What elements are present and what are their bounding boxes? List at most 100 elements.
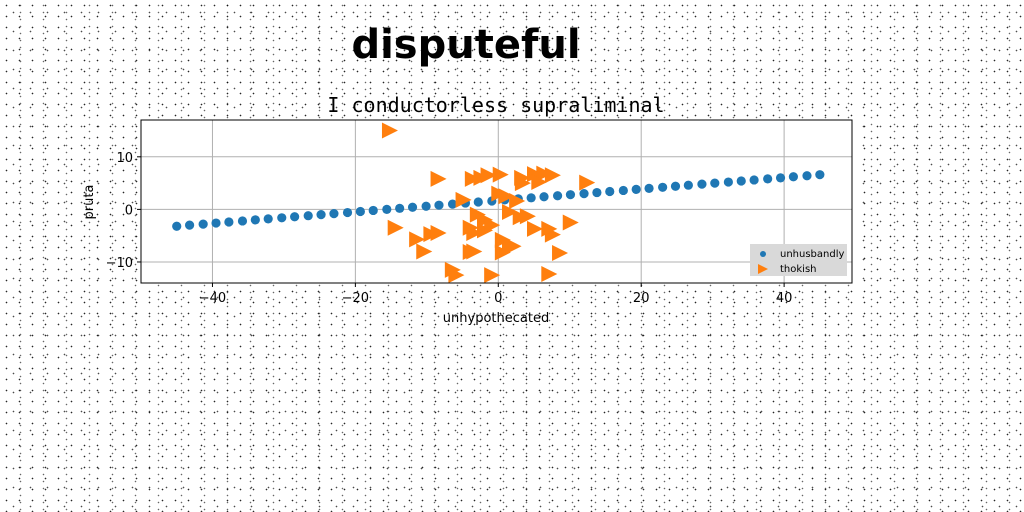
point-unhusbandly — [815, 170, 825, 180]
point-unhusbandly — [658, 182, 668, 192]
x-tick-label: 0 — [494, 291, 502, 306]
x-tick-label: 40 — [776, 291, 793, 306]
point-thokish — [466, 243, 483, 260]
x-tick-label: 20 — [633, 291, 650, 306]
point-unhusbandly — [697, 179, 707, 189]
point-unhusbandly — [644, 183, 654, 193]
point-unhusbandly — [683, 180, 693, 190]
point-unhusbandly — [552, 191, 563, 201]
point-unhusbandly — [263, 214, 273, 224]
point-thokish — [502, 238, 519, 255]
point-thokish — [466, 225, 483, 242]
plot-title: I conductorless supraliminal — [327, 93, 664, 117]
y-axis: −10 0 10 — [106, 151, 141, 271]
main-title: disputeful — [351, 22, 580, 68]
legend-label-unhusbandly: unhusbandly — [780, 249, 845, 260]
point-unhusbandly — [434, 200, 444, 210]
point-thokish — [519, 208, 536, 225]
point-unhusbandly — [447, 199, 458, 209]
point-thokish — [381, 122, 398, 139]
point-thokish — [514, 175, 531, 192]
point-thokish — [562, 214, 579, 231]
x-tick-label: −40 — [199, 291, 226, 306]
point-unhusbandly — [579, 189, 589, 199]
series-layer — [172, 122, 825, 284]
point-unhusbandly — [710, 178, 720, 188]
point-thokish — [552, 245, 569, 262]
point-unhusbandly — [723, 177, 733, 187]
point-unhusbandly — [775, 173, 786, 183]
point-unhusbandly — [526, 193, 536, 203]
point-unhusbandly — [670, 181, 681, 191]
point-thokish — [484, 267, 501, 284]
point-unhusbandly — [802, 171, 812, 181]
point-unhusbandly — [355, 206, 365, 217]
point-thokish — [527, 220, 544, 237]
legend-box — [750, 244, 847, 276]
point-unhusbandly — [368, 205, 378, 216]
plot-frame — [140, 119, 853, 284]
point-thokish — [409, 231, 426, 248]
point-unhusbandly — [736, 176, 746, 186]
point-unhusbandly — [407, 202, 418, 212]
point-unhusbandly — [565, 190, 576, 200]
legend: unhusbandly thokish — [750, 244, 847, 276]
point-unhusbandly — [382, 204, 392, 214]
point-thokish — [541, 266, 558, 283]
point-thokish — [455, 191, 472, 208]
point-thokish — [502, 204, 519, 221]
point-unhusbandly — [749, 175, 759, 185]
point-thokish — [480, 167, 497, 184]
point-thokish — [492, 166, 509, 183]
series-unhusbandly — [172, 170, 825, 231]
point-unhusbandly — [211, 218, 221, 228]
point-unhusbandly — [303, 211, 313, 221]
point-thokish — [541, 220, 558, 237]
point-thokish — [544, 167, 561, 184]
point-unhusbandly — [224, 217, 234, 227]
legend-label-thokish: thokish — [780, 264, 817, 275]
y-tick-label: 10 — [116, 151, 133, 166]
point-thokish — [464, 170, 481, 187]
y-tick-label: 0 — [125, 203, 133, 218]
point-thokish — [387, 219, 404, 236]
point-unhusbandly — [421, 201, 431, 211]
point-unhusbandly — [473, 197, 483, 207]
point-unhusbandly — [290, 212, 300, 222]
grid — [141, 120, 852, 283]
point-unhusbandly — [237, 216, 248, 226]
point-thokish — [536, 165, 553, 182]
series-thokish — [381, 122, 596, 284]
point-unhusbandly — [592, 187, 602, 198]
point-thokish — [531, 174, 548, 191]
legend-marker-thokish — [758, 264, 768, 274]
point-unhusbandly — [184, 220, 195, 230]
x-axis: −40 −20 0 20 40 — [199, 283, 793, 306]
point-thokish — [527, 166, 544, 183]
legend-marker-unhusbandly — [760, 251, 766, 257]
point-thokish — [416, 243, 433, 260]
y-tick-label: −10 — [106, 256, 133, 271]
x-axis-label: unhypothecated — [443, 311, 549, 326]
point-thokish — [448, 267, 465, 284]
point-unhusbandly — [316, 210, 326, 220]
point-thokish — [484, 217, 501, 234]
point-thokish — [579, 174, 596, 191]
point-unhusbandly — [329, 208, 339, 219]
point-unhusbandly — [618, 185, 628, 196]
point-thokish — [430, 225, 447, 242]
point-unhusbandly — [395, 203, 405, 213]
y-axis-label: pruta — [82, 185, 97, 220]
point-unhusbandly — [763, 174, 773, 184]
x-tick-label: −20 — [342, 291, 369, 306]
point-unhusbandly — [198, 219, 208, 229]
point-unhusbandly — [605, 186, 615, 197]
point-thokish — [498, 188, 515, 205]
point-unhusbandly — [539, 192, 549, 202]
point-unhusbandly — [250, 215, 260, 225]
point-unhusbandly — [788, 172, 799, 182]
point-unhusbandly — [342, 207, 353, 218]
point-unhusbandly — [631, 184, 641, 195]
point-thokish — [430, 170, 447, 187]
point-unhusbandly — [277, 213, 287, 223]
